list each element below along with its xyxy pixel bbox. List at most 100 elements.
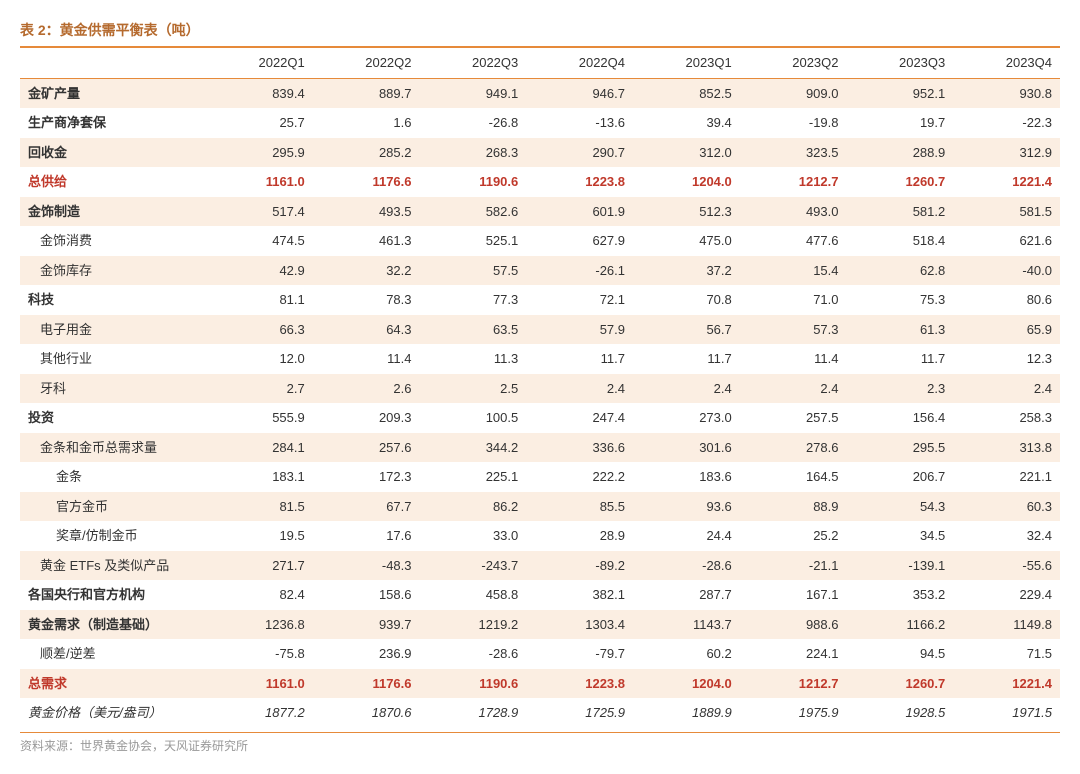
table-row: 金饰库存42.932.257.5-26.137.215.462.8-40.0 [20, 256, 1060, 286]
row-label: 牙科 [20, 374, 206, 404]
table-row: 生产商净套保25.71.6-26.8-13.639.4-19.819.7-22.… [20, 108, 1060, 138]
table-row: 金矿产量839.4889.7949.1946.7852.5909.0952.19… [20, 78, 1060, 108]
cell-value: 82.4 [206, 580, 313, 610]
cell-value: 493.0 [740, 197, 847, 227]
cell-value: 1149.8 [953, 610, 1060, 640]
cell-value: 1204.0 [633, 167, 740, 197]
cell-value: 39.4 [633, 108, 740, 138]
cell-value: 24.4 [633, 521, 740, 551]
cell-value: 25.7 [206, 108, 313, 138]
cell-value: 382.1 [526, 580, 633, 610]
cell-value: -48.3 [313, 551, 420, 581]
cell-value: 100.5 [420, 403, 527, 433]
cell-value: 183.6 [633, 462, 740, 492]
cell-value: 1190.6 [420, 167, 527, 197]
cell-value: 94.5 [847, 639, 954, 669]
cell-value: 518.4 [847, 226, 954, 256]
cell-value: 278.6 [740, 433, 847, 463]
cell-value: -13.6 [526, 108, 633, 138]
row-label: 金饰制造 [20, 197, 206, 227]
header-row: 2022Q1 2022Q2 2022Q3 2022Q4 2023Q1 2023Q… [20, 47, 1060, 78]
col-h: 2022Q2 [313, 47, 420, 78]
cell-value: 839.4 [206, 78, 313, 108]
cell-value: 525.1 [420, 226, 527, 256]
cell-value: 1889.9 [633, 698, 740, 728]
row-label: 金饰库存 [20, 256, 206, 286]
cell-value: 236.9 [313, 639, 420, 669]
table-row: 牙科2.72.62.52.42.42.42.32.4 [20, 374, 1060, 404]
cell-value: 80.6 [953, 285, 1060, 315]
table-row: 顺差/逆差-75.8236.9-28.6-79.760.2224.194.571… [20, 639, 1060, 669]
col-h: 2022Q3 [420, 47, 527, 78]
cell-value: 93.6 [633, 492, 740, 522]
row-label: 官方金币 [20, 492, 206, 522]
cell-value: 1870.6 [313, 698, 420, 728]
cell-value: 1143.7 [633, 610, 740, 640]
cell-value: 1928.5 [847, 698, 954, 728]
cell-value: -28.6 [420, 639, 527, 669]
cell-value: 1190.6 [420, 669, 527, 699]
cell-value: 11.4 [740, 344, 847, 374]
cell-value: 28.9 [526, 521, 633, 551]
cell-value: 287.7 [633, 580, 740, 610]
cell-value: 33.0 [420, 521, 527, 551]
col-h: 2023Q3 [847, 47, 954, 78]
row-label: 总需求 [20, 669, 206, 699]
cell-value: 939.7 [313, 610, 420, 640]
cell-value: 475.0 [633, 226, 740, 256]
row-label: 科技 [20, 285, 206, 315]
table-row: 金条和金币总需求量284.1257.6344.2336.6301.6278.62… [20, 433, 1060, 463]
cell-value: 32.2 [313, 256, 420, 286]
cell-value: 85.5 [526, 492, 633, 522]
row-label: 投资 [20, 403, 206, 433]
cell-value: -19.8 [740, 108, 847, 138]
cell-value: 1260.7 [847, 669, 954, 699]
cell-value: 1221.4 [953, 669, 1060, 699]
row-label: 奖章/仿制金币 [20, 521, 206, 551]
cell-value: 2.4 [633, 374, 740, 404]
cell-value: 601.9 [526, 197, 633, 227]
cell-value: -139.1 [847, 551, 954, 581]
cell-value: -26.1 [526, 256, 633, 286]
cell-value: 1223.8 [526, 669, 633, 699]
cell-value: 156.4 [847, 403, 954, 433]
cell-value: 1212.7 [740, 669, 847, 699]
cell-value: 1971.5 [953, 698, 1060, 728]
cell-value: 257.6 [313, 433, 420, 463]
cell-value: -21.1 [740, 551, 847, 581]
cell-value: -89.2 [526, 551, 633, 581]
cell-value: 2.4 [953, 374, 1060, 404]
cell-value: 1219.2 [420, 610, 527, 640]
row-label: 金饰消费 [20, 226, 206, 256]
cell-value: 19.5 [206, 521, 313, 551]
cell-value: 158.6 [313, 580, 420, 610]
cell-value: 42.9 [206, 256, 313, 286]
cell-value: 2.6 [313, 374, 420, 404]
cell-value: 56.7 [633, 315, 740, 345]
table-title: 表 2：黄金供需平衡表（吨） [20, 20, 1060, 40]
cell-value: -79.7 [526, 639, 633, 669]
cell-value: 167.1 [740, 580, 847, 610]
cell-value: 458.8 [420, 580, 527, 610]
cell-value: 60.3 [953, 492, 1060, 522]
cell-value: 852.5 [633, 78, 740, 108]
table-row: 黄金价格（美元/盎司）1877.21870.61728.91725.91889.… [20, 698, 1060, 728]
cell-value: 164.5 [740, 462, 847, 492]
row-label: 金条和金币总需求量 [20, 433, 206, 463]
cell-value: -55.6 [953, 551, 1060, 581]
cell-value: 1166.2 [847, 610, 954, 640]
cell-value: 295.5 [847, 433, 954, 463]
row-label: 电子用金 [20, 315, 206, 345]
cell-value: 229.4 [953, 580, 1060, 610]
cell-value: 268.3 [420, 138, 527, 168]
cell-value: 57.9 [526, 315, 633, 345]
cell-value: 247.4 [526, 403, 633, 433]
table-row: 各国央行和官方机构82.4158.6458.8382.1287.7167.135… [20, 580, 1060, 610]
cell-value: 11.7 [633, 344, 740, 374]
cell-value: 209.3 [313, 403, 420, 433]
cell-value: 1161.0 [206, 167, 313, 197]
cell-value: 1728.9 [420, 698, 527, 728]
cell-value: 81.5 [206, 492, 313, 522]
cell-value: 271.7 [206, 551, 313, 581]
data-source: 资料来源：世界黄金协会，天风证券研究所 [20, 732, 1060, 754]
